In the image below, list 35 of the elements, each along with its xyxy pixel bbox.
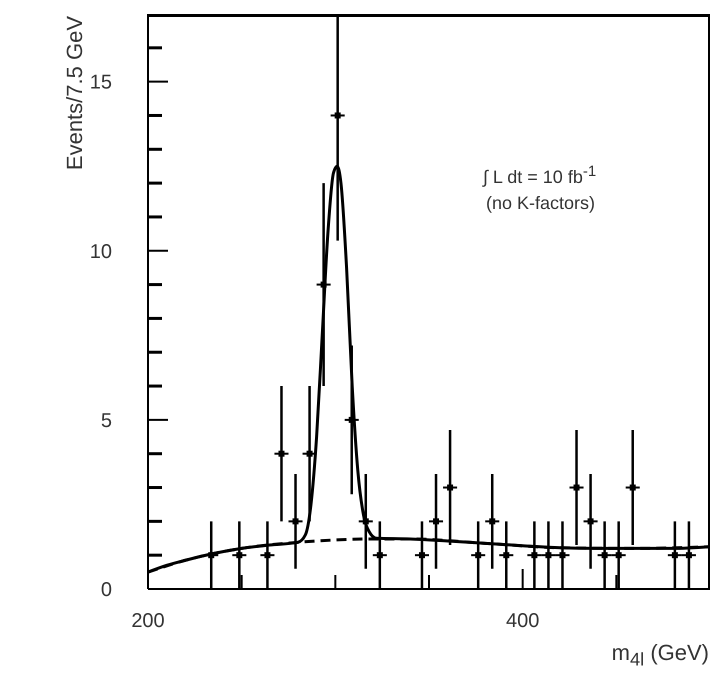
point [574,484,580,491]
point [362,518,369,524]
y-tick-label: 0 [100,579,112,601]
point [306,450,313,457]
x-tick-label: 200 [131,610,165,632]
point [208,552,214,558]
y-axis-title: Events/7.5 GeV [62,16,88,170]
point [292,518,299,524]
point [433,518,440,524]
point [236,552,242,558]
point [489,518,496,524]
point [602,552,608,558]
point [630,484,636,491]
annotation: ∫ L dt = 10 fb$^{-1}$ [483,163,596,188]
point [278,450,284,457]
point [447,484,454,491]
x-tick-label: 400 [506,610,540,632]
y-tick-label: 10 [90,240,112,263]
y-tick-label: 15 [90,72,112,94]
point [264,552,270,558]
point [334,112,341,118]
point [418,552,425,558]
point [616,552,622,558]
point [376,552,383,558]
point [545,552,552,558]
point [503,552,510,558]
x-axis-title: m$_{4l}$ (GeV) [612,640,709,670]
point [686,552,692,558]
point [475,552,482,558]
annotation: (no K-factors) [486,193,596,214]
y-tick-label: 5 [100,410,112,432]
point [531,552,538,558]
point [559,552,566,558]
point [588,518,594,524]
point [672,552,678,558]
